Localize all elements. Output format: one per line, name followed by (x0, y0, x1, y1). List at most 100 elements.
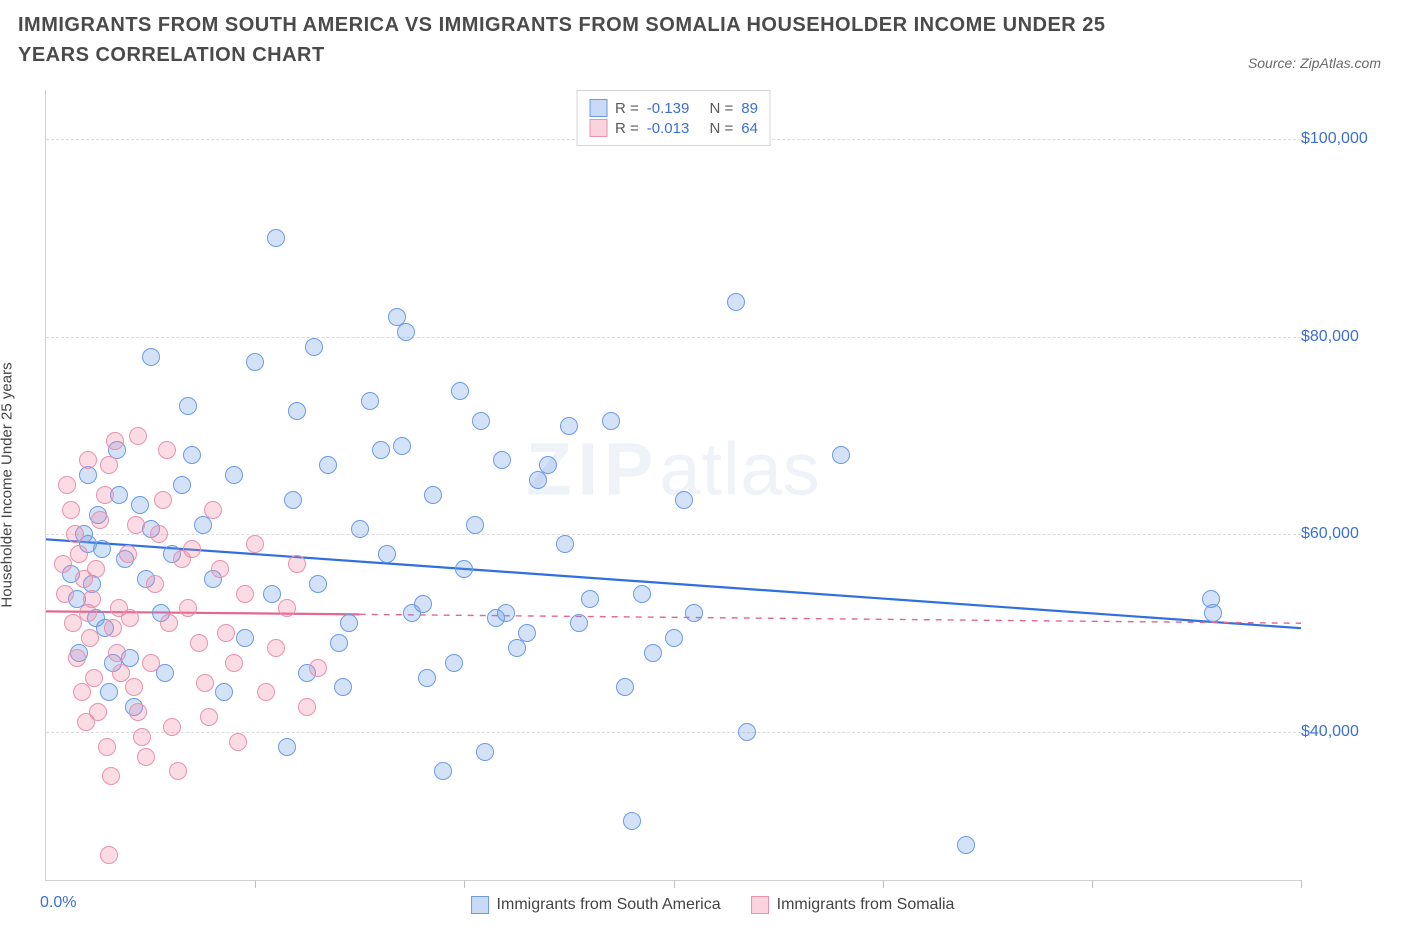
chart-title: IMMIGRANTS FROM SOUTH AMERICA VS IMMIGRA… (18, 10, 1118, 70)
data-point (319, 456, 337, 474)
data-point (560, 417, 578, 435)
y-tick-label: $60,000 (1301, 525, 1379, 543)
data-point (372, 441, 390, 459)
x-tick (1301, 880, 1302, 888)
data-point (451, 382, 469, 400)
legend-R-label-2: R = (615, 120, 639, 137)
data-point (351, 520, 369, 538)
legend-R-pink: -0.013 (647, 120, 690, 137)
legend-swatch-pink-2 (751, 896, 769, 914)
data-point (236, 585, 254, 603)
data-point (163, 718, 181, 736)
data-point (93, 540, 111, 558)
grid-line (46, 534, 1301, 535)
data-point (158, 441, 176, 459)
data-point (146, 575, 164, 593)
data-point (127, 516, 145, 534)
data-point (616, 678, 634, 696)
data-point (397, 323, 415, 341)
series-legend: Immigrants from South America Immigrants… (471, 896, 955, 914)
data-point (129, 703, 147, 721)
watermark: ZIPatlas (526, 427, 820, 512)
data-point (87, 560, 105, 578)
data-point (211, 560, 229, 578)
data-point (508, 639, 526, 657)
legend-row-blue: R = -0.139 N = 89 (589, 99, 758, 117)
data-point (150, 525, 168, 543)
data-point (378, 545, 396, 563)
data-point (142, 348, 160, 366)
data-point (104, 619, 122, 637)
data-point (196, 674, 214, 692)
data-point (298, 698, 316, 716)
data-point (665, 629, 683, 647)
data-point (204, 501, 222, 519)
x-tick (255, 880, 256, 888)
data-point (455, 560, 473, 578)
legend-R-blue: -0.139 (647, 100, 690, 117)
data-point (98, 738, 116, 756)
data-point (284, 491, 302, 509)
data-point (957, 836, 975, 854)
data-point (85, 669, 103, 687)
legend-item-pink: Immigrants from Somalia (751, 896, 955, 914)
data-point (570, 614, 588, 632)
data-point (217, 624, 235, 642)
data-point (361, 392, 379, 410)
data-point (106, 432, 124, 450)
data-point (633, 585, 651, 603)
data-point (137, 748, 155, 766)
legend-R-label: R = (615, 100, 639, 117)
data-point (225, 466, 243, 484)
data-point (602, 412, 620, 430)
data-point (169, 762, 187, 780)
data-point (194, 516, 212, 534)
data-point (112, 664, 130, 682)
data-point (81, 629, 99, 647)
data-point (309, 659, 327, 677)
data-point (581, 590, 599, 608)
data-point (96, 486, 114, 504)
data-point (476, 743, 494, 761)
data-point (229, 733, 247, 751)
plot-area: ZIPatlas R = -0.139 N = 89 R = -0.013 N … (45, 90, 1301, 881)
data-point (330, 634, 348, 652)
data-point (727, 293, 745, 311)
x-tick (1092, 880, 1093, 888)
data-point (133, 728, 151, 746)
x-axis-min-label: 0.0% (40, 894, 76, 912)
chart-source: Source: ZipAtlas.com (1248, 55, 1381, 71)
data-point (179, 397, 197, 415)
y-tick-label: $40,000 (1301, 723, 1379, 741)
data-point (236, 629, 254, 647)
data-point (334, 678, 352, 696)
legend-N-label: N = (710, 100, 734, 117)
data-point (738, 723, 756, 741)
data-point (288, 555, 306, 573)
data-point (623, 812, 641, 830)
data-point (160, 614, 178, 632)
data-point (393, 437, 411, 455)
chart-area: Householder Income Under 25 years ZIPatl… (45, 90, 1380, 880)
data-point (154, 491, 172, 509)
data-point (102, 767, 120, 785)
y-tick-label: $100,000 (1301, 130, 1379, 148)
data-point (173, 476, 191, 494)
data-point (62, 501, 80, 519)
trend-lines (46, 90, 1301, 880)
data-point (100, 846, 118, 864)
data-point (288, 402, 306, 420)
source-name: ZipAtlas.com (1300, 55, 1381, 71)
data-point (257, 683, 275, 701)
legend-swatch-blue (589, 99, 607, 117)
legend-N-pink: 64 (741, 120, 758, 137)
data-point (129, 427, 147, 445)
source-prefix: Source: (1248, 55, 1300, 71)
data-point (142, 654, 160, 672)
data-point (100, 456, 118, 474)
data-point (267, 229, 285, 247)
legend-row-pink: R = -0.013 N = 64 (589, 119, 758, 137)
data-point (246, 535, 264, 553)
data-point (68, 649, 86, 667)
data-point (225, 654, 243, 672)
